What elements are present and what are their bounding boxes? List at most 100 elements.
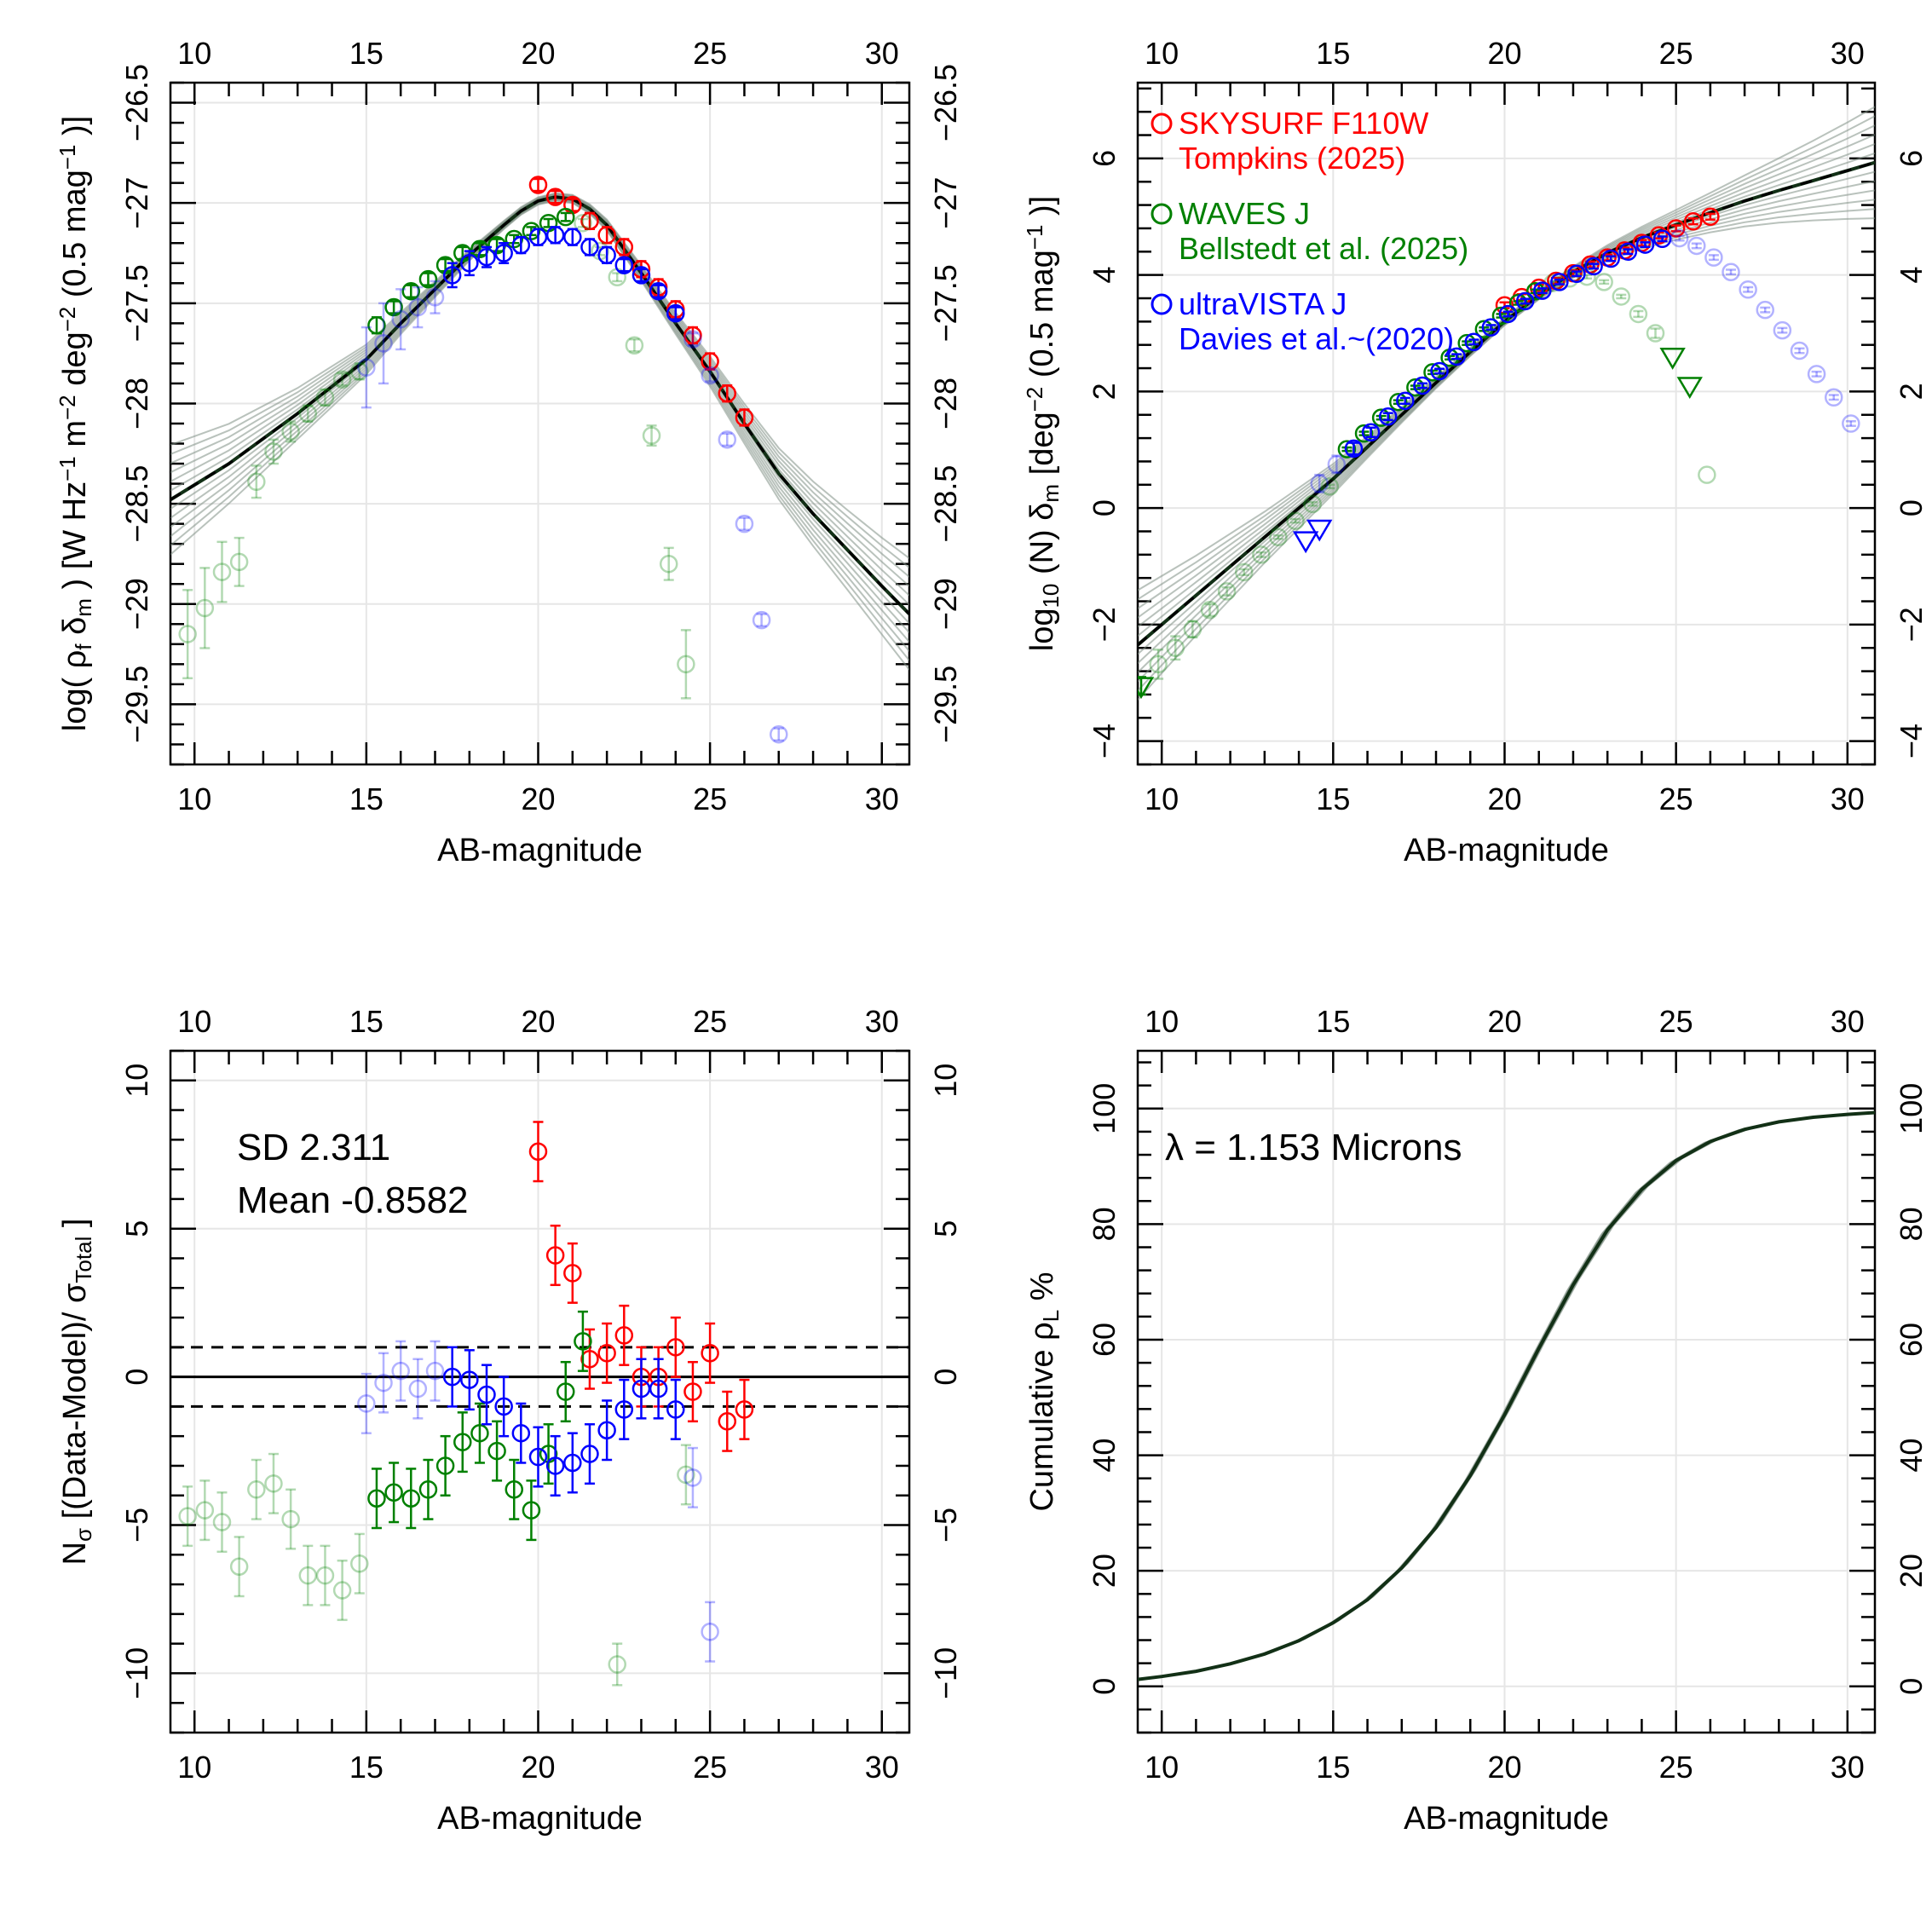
energy-y-axis-label-part: −2 bbox=[55, 307, 80, 332]
data-point bbox=[374, 1373, 393, 1393]
y-tick-label-left: −5 bbox=[119, 1508, 154, 1543]
x-tick-label-bottom: 30 bbox=[865, 1750, 899, 1785]
y-tick-label-right: −28 bbox=[928, 378, 963, 430]
data-point bbox=[683, 1468, 702, 1487]
data-point bbox=[494, 1397, 513, 1416]
data-point bbox=[597, 1344, 616, 1363]
data-point bbox=[511, 235, 531, 255]
data-point bbox=[718, 384, 737, 403]
data-point bbox=[666, 1400, 685, 1419]
data-point bbox=[384, 297, 403, 317]
x-tick-label-bottom: 10 bbox=[1145, 1750, 1179, 1785]
x-tick-label-bottom: 15 bbox=[1316, 781, 1350, 816]
data-point bbox=[563, 228, 582, 246]
panel-residuals: 10 10 15 15 20 20 25 25 30 30 −10 −10 −5 −5 0 0 5 5 10 10 AB… bbox=[57, 1004, 963, 1837]
x-tick-label-bottom: 25 bbox=[693, 781, 727, 816]
energy-y-axis-label-part: −1 bbox=[55, 145, 80, 170]
data-point bbox=[1447, 347, 1466, 366]
y-tick-label-right: −4 bbox=[1894, 724, 1929, 758]
data-point bbox=[528, 228, 548, 246]
y-tick-label-left: −4 bbox=[1087, 724, 1122, 758]
cumulative-y-axis-label-part: Cumulative ρ bbox=[1024, 1322, 1060, 1511]
y-tick-label-left: −27.5 bbox=[119, 264, 154, 342]
data-point bbox=[735, 1400, 754, 1419]
x-tick-label-bottom: 30 bbox=[1831, 781, 1865, 816]
y-tick-label-right: −29.5 bbox=[928, 666, 963, 743]
x-tick-label-top: 30 bbox=[865, 1004, 899, 1039]
upper-limit-marker bbox=[1138, 677, 1155, 700]
data-point bbox=[1629, 304, 1648, 324]
y-tick-label-right: −29 bbox=[928, 578, 963, 630]
x-tick-label-bottom: 30 bbox=[865, 781, 899, 816]
y-tick-label-right: 10 bbox=[928, 1064, 963, 1098]
data-point bbox=[418, 269, 438, 289]
residuals-y-axis-label-part: ] bbox=[57, 1219, 93, 1237]
data-point bbox=[1842, 414, 1860, 433]
data-point bbox=[350, 1554, 369, 1573]
x-axis-label: AB-magnitude bbox=[1404, 1801, 1609, 1837]
counts-y-axis-label-part: (0.5 mag bbox=[1024, 250, 1060, 387]
plot-frame bbox=[1136, 1049, 1877, 1734]
data-point bbox=[1601, 249, 1620, 268]
data-point bbox=[374, 334, 393, 353]
data-point bbox=[1635, 235, 1655, 254]
panel-cumulative-luminosity: 10 10 15 15 20 20 25 25 30 30 0 0 20 20 40 40 60 60 80 80 10… bbox=[1024, 1004, 1929, 1837]
y-tick-label-right: −26.5 bbox=[928, 64, 963, 141]
data-point bbox=[614, 238, 634, 257]
data-point bbox=[1457, 333, 1476, 353]
data-point bbox=[435, 1456, 455, 1475]
data-point bbox=[1515, 291, 1535, 311]
data-point bbox=[247, 472, 266, 491]
legend-label: SKYSURF F110W bbox=[1179, 106, 1428, 141]
data-point bbox=[1807, 365, 1826, 384]
x-tick-label-bottom: 25 bbox=[693, 1750, 727, 1785]
data-point bbox=[442, 1367, 462, 1387]
data-point bbox=[1649, 226, 1669, 245]
data-point bbox=[718, 430, 737, 449]
y-tick-label-left: 20 bbox=[1087, 1554, 1122, 1588]
residuals-y-axis-label-part: [(Data-Model)/ σ bbox=[57, 1283, 93, 1528]
x-tick-label-top: 25 bbox=[1659, 36, 1693, 71]
data-point bbox=[212, 562, 232, 581]
residuals-data bbox=[178, 1121, 754, 1687]
data-point bbox=[1666, 219, 1686, 238]
y-tick-label-left: −29 bbox=[119, 578, 154, 630]
data-point bbox=[195, 598, 215, 618]
data-point bbox=[752, 610, 771, 630]
y-tick-label-right: 80 bbox=[1894, 1207, 1929, 1241]
data-point bbox=[666, 1338, 685, 1357]
legend-reference: Tompkins (2025) bbox=[1179, 141, 1405, 176]
data-point bbox=[632, 266, 651, 285]
data-point bbox=[401, 281, 421, 301]
data-point bbox=[580, 238, 599, 257]
data-point bbox=[1498, 304, 1518, 324]
y-tick-label-right: 2 bbox=[1894, 383, 1929, 400]
x-tick-label-bottom: 15 bbox=[349, 1750, 384, 1785]
data-point bbox=[391, 309, 410, 329]
data-point bbox=[1361, 423, 1381, 442]
data-point bbox=[408, 1379, 428, 1399]
data-point bbox=[1217, 582, 1237, 601]
x-tick-label-top: 25 bbox=[1659, 1004, 1693, 1039]
y-tick-label-left: 5 bbox=[119, 1220, 154, 1237]
data-point bbox=[357, 1394, 376, 1413]
data-point bbox=[1354, 424, 1374, 443]
data-point bbox=[1200, 601, 1220, 620]
y-tick-label-right: 0 bbox=[928, 1369, 963, 1386]
data-point bbox=[460, 1370, 479, 1389]
cumulative-y-axis-label-part: % bbox=[1024, 1272, 1060, 1309]
y-tick-label-left: −29.5 bbox=[119, 666, 154, 743]
data-point bbox=[247, 1480, 266, 1499]
legend-label: ultraVISTA J bbox=[1179, 286, 1347, 321]
data-point bbox=[556, 1382, 575, 1401]
data-point bbox=[528, 1447, 548, 1467]
x-tick-label-bottom: 15 bbox=[349, 781, 384, 816]
data-point bbox=[563, 1264, 582, 1283]
data-point bbox=[625, 336, 644, 355]
data-point bbox=[229, 552, 249, 572]
data-point bbox=[1269, 528, 1288, 547]
counts-y-axis-label-part: [deg bbox=[1024, 412, 1060, 484]
y-tick-label-right: 0 bbox=[1894, 1678, 1929, 1695]
residuals-axes: 10 10 15 15 20 20 25 25 30 30 −10 −10 −5 −5 0 0 5 5 10 10 AB… bbox=[57, 1004, 963, 1837]
